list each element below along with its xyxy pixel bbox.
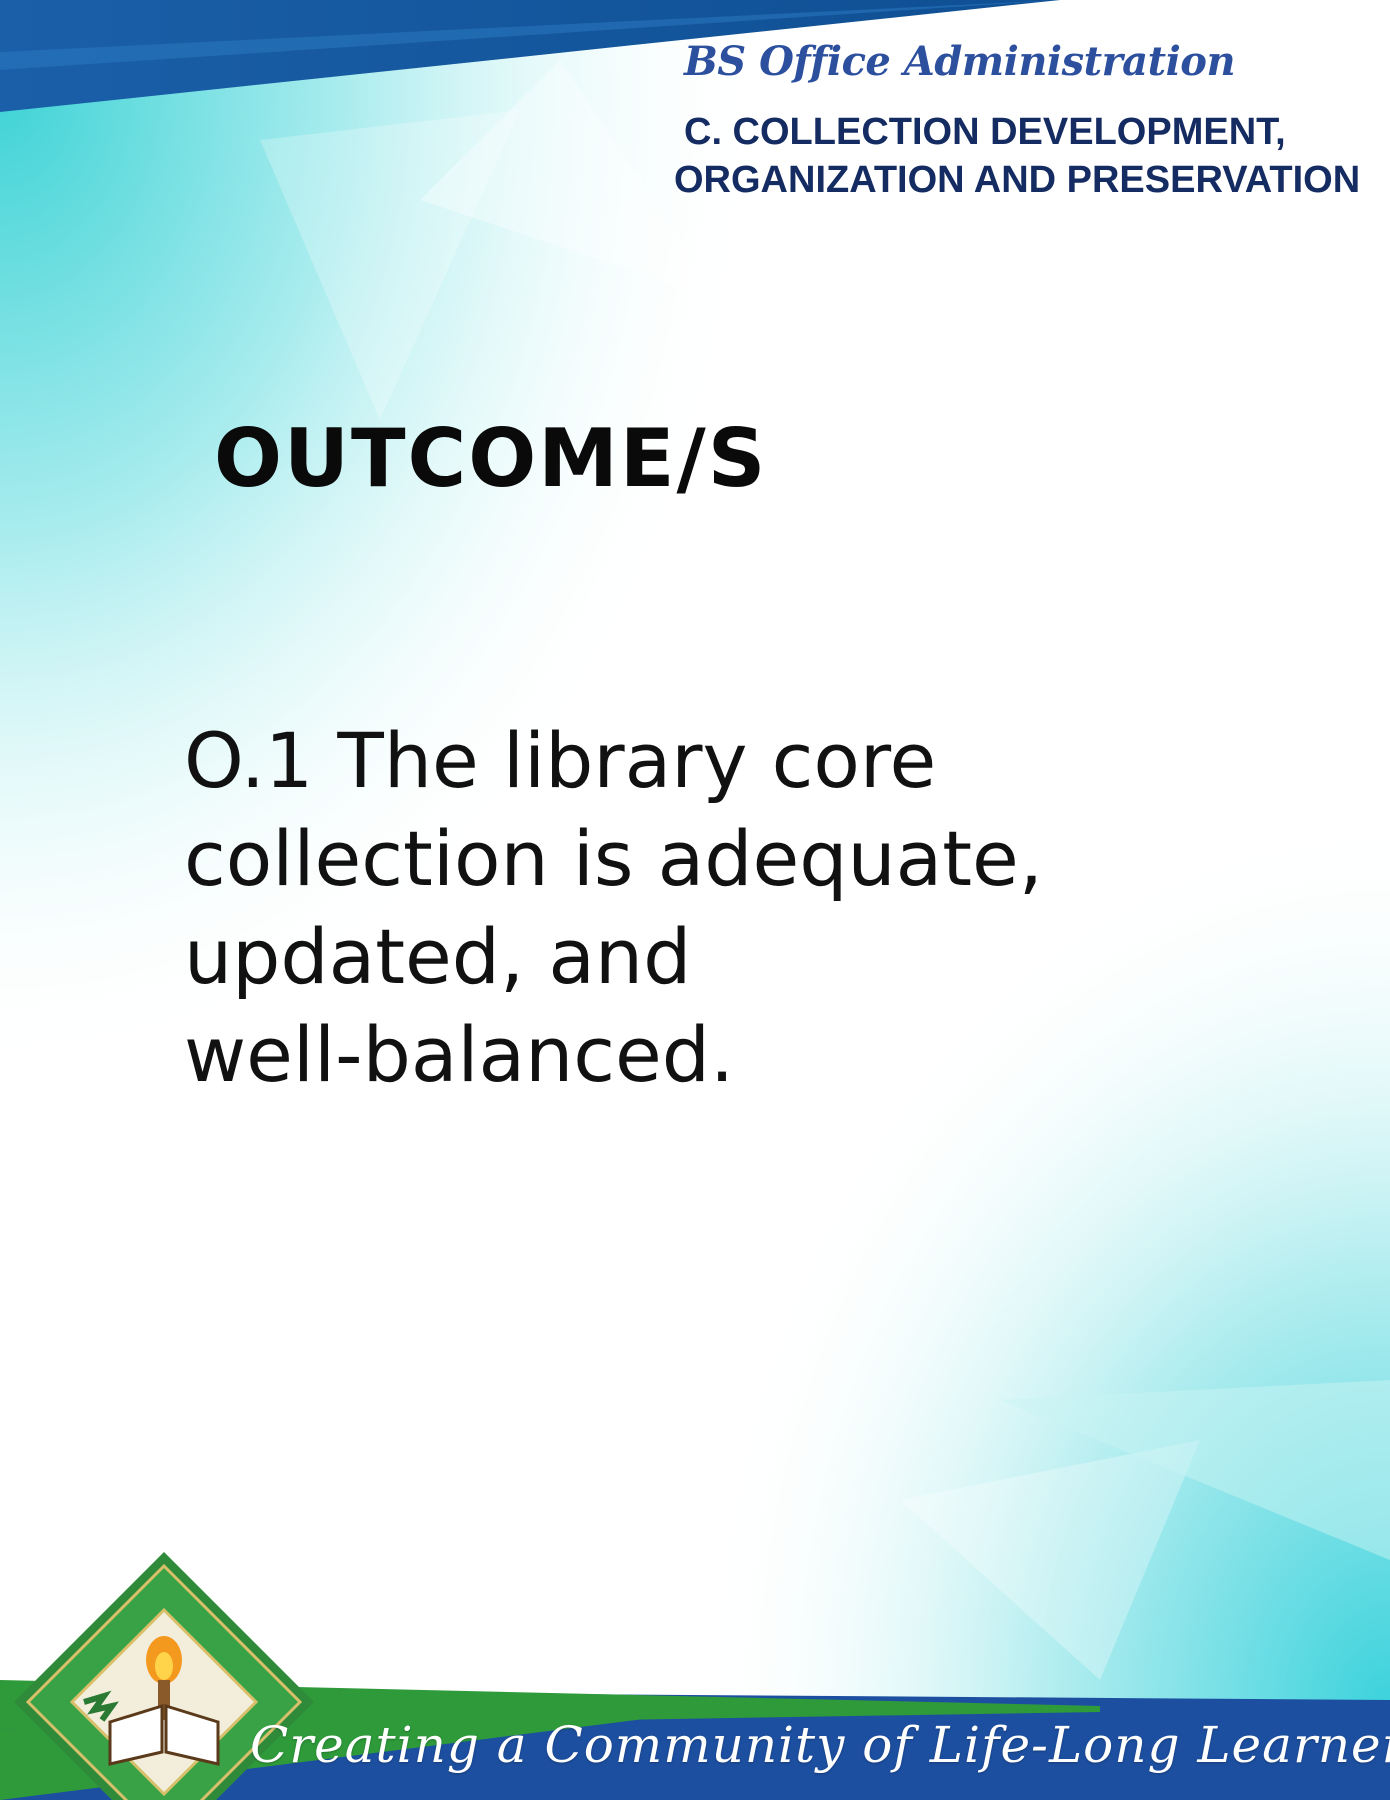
motto-banner: Creating a Community of Life-Long Learne…: [250, 1716, 1390, 1774]
section-title-line-1: C. COLLECTION DEVELOPMENT,: [684, 111, 1286, 153]
outcome-line: updated, and: [184, 912, 692, 1001]
outcomes-heading: OUTCOME/S: [214, 412, 768, 505]
program-name: BS Office Administration: [684, 38, 1236, 85]
outcome-line: well-balanced.: [184, 1010, 735, 1099]
university-seal-icon: [14, 1552, 314, 1800]
outcome-line: O.1 The library core: [184, 716, 937, 805]
section-title-line-2: ORGANIZATION AND PRESERVATION: [674, 159, 1361, 201]
section-title: C. COLLECTION DEVELOPMENT, ORGANIZATION …: [674, 108, 1390, 204]
outcome-statement: O.1 The library core collection is adequ…: [184, 712, 1184, 1104]
outcome-line: collection is adequate,: [184, 814, 1043, 903]
